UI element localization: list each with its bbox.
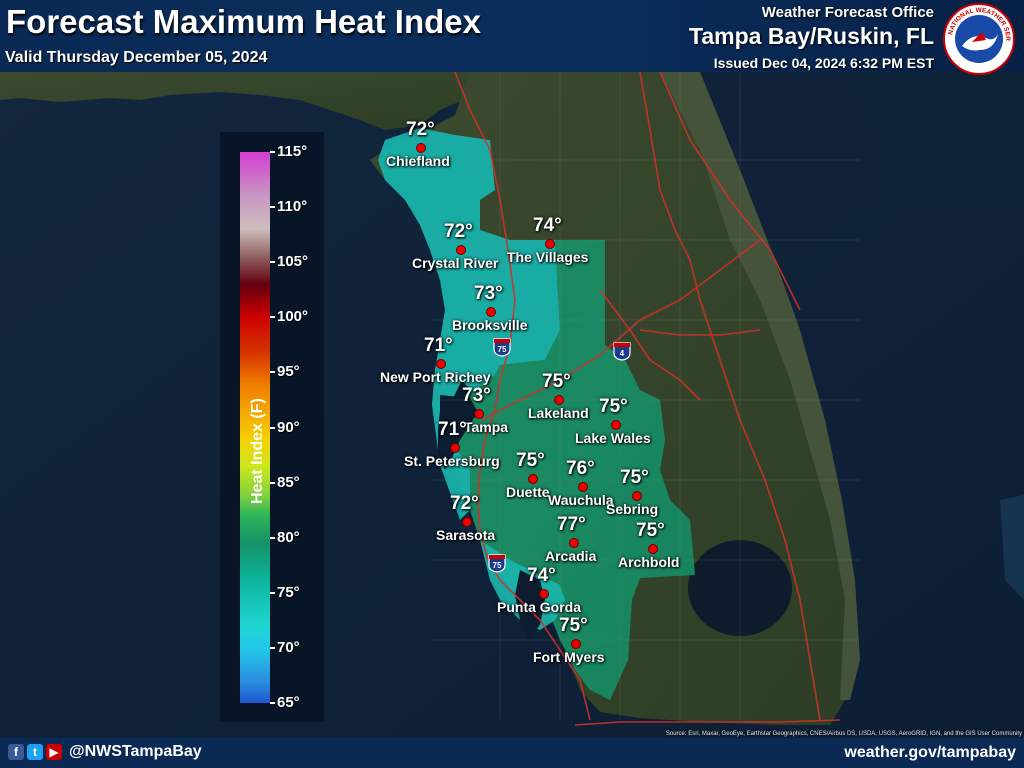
city-dot-icon	[486, 307, 496, 317]
legend-tick-mark	[270, 151, 275, 153]
heat-index-value: 76°	[566, 458, 595, 479]
website-link[interactable]: weather.gov/tampabay	[844, 744, 1016, 761]
issued-time: Issued Dec 04, 2024 6:32 PM EST	[713, 55, 934, 71]
legend-tick-mark	[270, 646, 275, 649]
interstate-shield-icon: 4	[613, 342, 631, 361]
heat-index-value: 75°	[559, 615, 588, 636]
heat-index-value: 77°	[557, 514, 586, 535]
city-dot-icon	[632, 491, 642, 501]
heat-index-value: 71°	[438, 419, 467, 440]
office-label: Weather Forecast Office	[761, 4, 934, 21]
legend-tick-mark	[270, 536, 275, 539]
legend-tick-label: 65°	[277, 694, 300, 711]
header-bar: Forecast Maximum Heat Index Valid Thursd…	[0, 0, 1024, 75]
facebook-icon[interactable]: f	[8, 744, 24, 760]
city-dot-icon	[578, 482, 588, 492]
legend-tick-label: 95°	[277, 363, 300, 381]
youtube-icon[interactable]: ▶	[46, 744, 62, 760]
heat-index-value: 71°	[424, 335, 453, 356]
city-dot-icon	[554, 395, 564, 405]
city-name: Punta Gorda	[497, 599, 582, 615]
heat-index-value: 72°	[406, 119, 435, 140]
heat-index-value: 75°	[542, 371, 571, 392]
city-dot-icon	[528, 474, 538, 484]
city-dot-icon	[571, 639, 581, 649]
office-info: Weather Forecast Office Tampa Bay/Ruskin…	[689, 4, 934, 71]
legend-axis-label: Heat Index (F)	[249, 398, 266, 504]
city-name: Sebring	[606, 501, 659, 517]
social-handle[interactable]: @NWSTampaBay	[69, 743, 202, 760]
city-name: Fort Myers	[533, 649, 605, 665]
city-dot-icon	[436, 359, 446, 369]
legend-tick-label: 110°	[277, 198, 308, 216]
city-dot-icon	[545, 239, 555, 249]
city-name: Duette	[506, 484, 550, 500]
map-source-credit: Source: Esri, Maxar, GeoEye, Earthstar G…	[665, 731, 1022, 737]
heat-index-value: 73°	[462, 385, 491, 406]
legend-tick-label: 105°	[277, 253, 309, 271]
legend-tick-label: 80°	[277, 528, 300, 546]
valid-date: Valid Thursday December 05, 2024	[5, 49, 268, 66]
highway-label: 75	[493, 561, 502, 570]
legend-tick-mark	[270, 481, 275, 484]
color-scale-bar	[240, 152, 270, 703]
heat-index-value: 74°	[527, 565, 556, 586]
city-name: Brooksville	[452, 317, 528, 333]
city-name: New Port Richey	[380, 369, 491, 385]
legend-tick-label: 75°	[277, 583, 300, 601]
heat-index-legend: Heat Index (F) 115° 110° 105° 100° 95° 90° 85°…	[220, 132, 324, 722]
twitter-icon[interactable]: t	[27, 744, 43, 760]
heat-index-value: 72°	[450, 493, 479, 514]
footer-bar: f t ▶ @NWSTampaBay weather.gov/tampabay	[0, 738, 1024, 768]
legend-tick-mark	[270, 702, 275, 704]
legend-tick-label: 85°	[277, 473, 300, 491]
heat-index-value: 74°	[533, 215, 562, 236]
map-title: Forecast Maximum Heat Index	[6, 3, 481, 40]
city-name: Tampa	[464, 419, 509, 435]
heat-index-value: 75°	[636, 520, 665, 541]
heat-index-value: 75°	[599, 396, 628, 417]
city-dot-icon	[539, 589, 549, 599]
city-dot-icon	[450, 443, 460, 453]
legend-tick-mark	[270, 591, 275, 594]
interstate-shield-icon: 75	[493, 338, 511, 357]
city-dot-icon	[648, 544, 658, 554]
heat-index-value: 75°	[620, 467, 649, 488]
legend-tick-mark	[270, 316, 275, 319]
interstate-shield-icon: 75	[488, 554, 506, 573]
city-dot-icon	[569, 538, 579, 548]
city-name: Chiefland	[386, 153, 450, 169]
city-name: Lake Wales	[575, 430, 651, 446]
city-name: Arcadia	[545, 548, 597, 564]
city-name: Wauchula	[548, 492, 614, 508]
legend-tick-mark	[270, 206, 275, 209]
legend-tick-mark	[270, 426, 275, 429]
city-name: Crystal River	[412, 255, 499, 271]
city-name: The Villages	[507, 249, 589, 265]
city-dot-icon	[474, 409, 484, 419]
heat-index-value: 73°	[474, 283, 503, 304]
city-dot-icon	[611, 420, 621, 430]
highway-label: 75	[498, 345, 507, 354]
legend-tick-mark	[270, 261, 275, 264]
city-name: St. Petersburg	[404, 453, 500, 469]
legend-tick-label: 115°	[277, 143, 308, 160]
legend-tick-mark	[270, 371, 275, 374]
city-name: Archbold	[618, 554, 680, 570]
social-links: f t ▶ @NWSTampaBay	[8, 743, 202, 761]
heat-index-value: 75°	[516, 450, 545, 471]
city-name: Sarasota	[436, 527, 496, 543]
highway-label: 4	[620, 349, 625, 358]
city-dot-icon	[416, 143, 426, 153]
office-name: Tampa Bay/Ruskin, FL	[689, 23, 934, 49]
legend-tick-label: 90°	[277, 418, 300, 436]
heat-index-value: 72°	[444, 221, 473, 242]
city-dot-icon	[456, 245, 466, 255]
city-dot-icon	[462, 517, 472, 527]
city-name: Lakeland	[528, 405, 589, 421]
legend-tick-label: 70°	[277, 638, 300, 656]
legend-tick-label: 100°	[277, 308, 309, 326]
nws-logo-icon[interactable]: NATIONAL WEATHER SERVICE	[942, 2, 1016, 76]
